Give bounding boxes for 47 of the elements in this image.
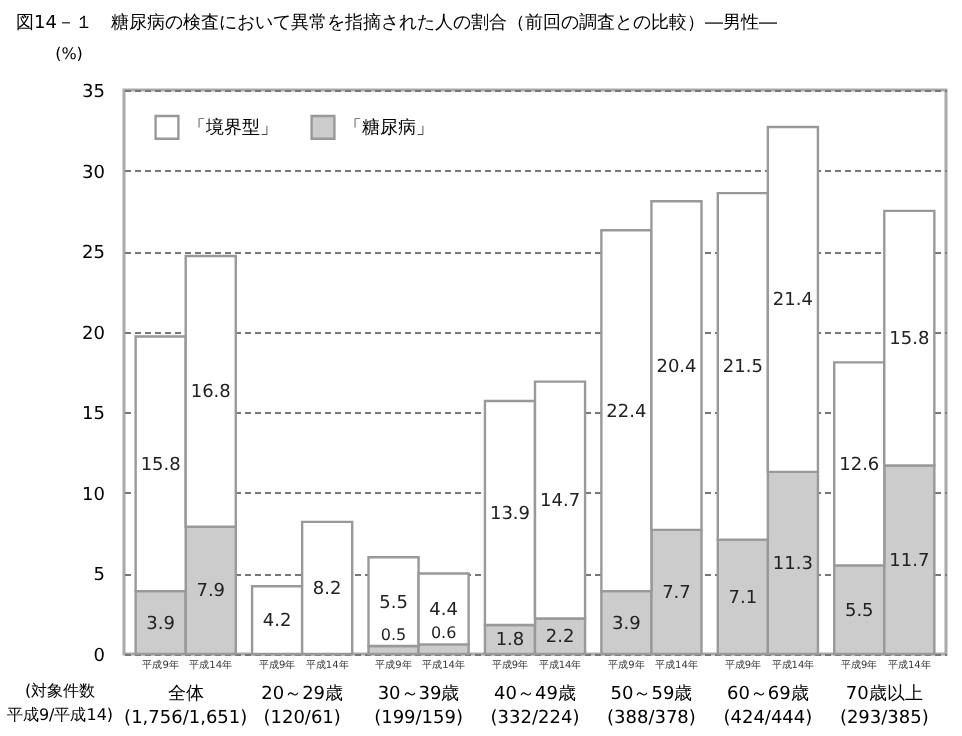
data-label: 11.3: [772, 554, 813, 575]
data-label: 0.6: [430, 624, 457, 643]
text: 60～69歳 (424/444): [723, 683, 813, 729]
y-tick-label: 0: [93, 647, 106, 667]
data-label: 21.4: [772, 291, 814, 312]
data-label: 2.2: [545, 628, 575, 649]
data-label: 1.8: [495, 631, 525, 652]
data-label: 21.5: [722, 358, 763, 379]
data-label: 7.9: [196, 582, 226, 603]
legend-label: 「糖尿病」: [344, 117, 434, 140]
data-label: 7.1: [728, 588, 758, 609]
data-label: 15.8: [140, 455, 182, 476]
data-label: 7.7: [662, 583, 691, 604]
data-label: 5.5: [844, 601, 874, 622]
text: (対象件数: [24, 682, 96, 700]
text: 70歳以上 (293/385): [839, 683, 929, 729]
chart-title: 図14－１ 糖尿病の検査において異常を指摘された人の割合（前回の調査との比較）―男性―: [16, 12, 777, 34]
data-label: 16.8: [190, 383, 232, 404]
data-label: 14.7: [539, 492, 581, 513]
data-label: 8.2: [312, 579, 342, 600]
y-tick-label: 15: [82, 405, 105, 426]
text: 20～29歳 (120/61): [261, 683, 344, 729]
y-tick-label: 5: [93, 566, 105, 587]
y-tick-label: 35: [82, 83, 105, 103]
data-label: 13.9: [489, 505, 531, 525]
legend-label: 「境界型」: [188, 117, 278, 140]
data-label: 20.4: [656, 357, 698, 378]
text: 30～39歳 (199/159): [374, 683, 463, 729]
data-label: 3.9: [146, 614, 176, 635]
data-label: 4.4: [429, 600, 459, 621]
data-label: 22.4: [606, 402, 647, 423]
y-tick-label: 10: [82, 485, 106, 506]
data-label: 11.7: [889, 551, 930, 572]
data-label: 12.6: [839, 455, 880, 476]
text: 平成9/平成14): [6, 706, 114, 724]
data-label: 0.5: [380, 625, 407, 644]
data-label: 4.2: [262, 612, 292, 633]
y-tick-label: 30: [82, 163, 106, 184]
y-tick-label: 25: [82, 244, 105, 265]
data-label: 3.9: [612, 614, 642, 635]
data-label: 5.5: [379, 593, 408, 614]
text: 全体 (1,756/1,651): [124, 683, 248, 729]
y-axis-title: (%): [55, 45, 83, 63]
text: 40～49歳 (332/224): [490, 683, 580, 729]
data-label: 15.8: [889, 330, 930, 351]
y-tick-label: 20: [82, 324, 106, 345]
text: 50～59歳 (388/378): [607, 683, 696, 729]
